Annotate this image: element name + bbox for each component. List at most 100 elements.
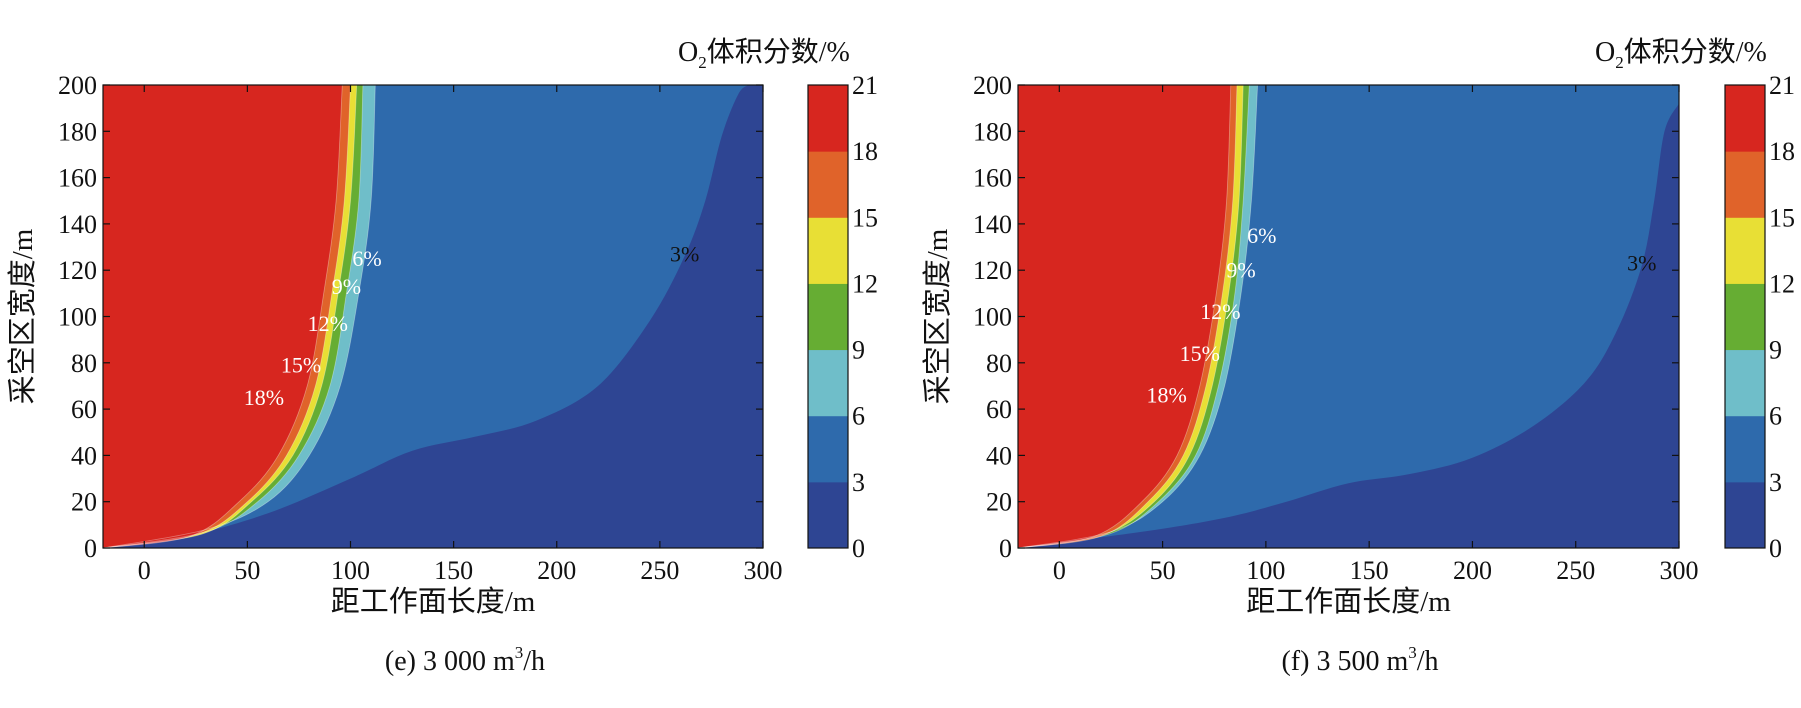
colorbar-tick-label: 3 <box>852 468 865 497</box>
colorbar-tick-label: 18 <box>852 137 878 166</box>
panel-caption: (f) 3 500 m3/h <box>1281 643 1438 677</box>
y-tick-label: 140 <box>973 210 1012 239</box>
y-tick-label: 40 <box>986 441 1012 470</box>
contour-label: 18% <box>1147 383 1187 408</box>
y-tick-label: 180 <box>973 117 1012 146</box>
contour-fill-area <box>103 85 763 548</box>
colorbar-swatch <box>1725 283 1765 351</box>
contour-panel-e: 18%15%12%9%6% 3%0 50 100 150 200 250 3000204060… <box>6 36 878 677</box>
colorbar-tick-label: 6 <box>852 402 865 431</box>
colorbar-swatch <box>808 349 848 417</box>
colorbar-tick-label: 9 <box>1769 336 1782 365</box>
y-tick-label: 60 <box>71 395 97 424</box>
contour-line <box>1018 85 1258 548</box>
colorbar-swatch <box>808 151 848 218</box>
x-tick-label: 100 <box>331 556 370 585</box>
colorbar-tick-label: 0 <box>852 534 865 563</box>
contour-line <box>1018 85 1244 548</box>
x-tick-label: 200 <box>537 556 576 585</box>
contour-panel-f: 18%15%12%9%6%3%0 50 100 150 200 250 3000204060… <box>921 36 1795 677</box>
y-tick-label: 200 <box>58 71 97 100</box>
contour-line <box>103 85 364 548</box>
x-tick-label: 300 <box>1660 556 1699 585</box>
contour-label: 9% <box>1226 258 1255 283</box>
y-tick-label: 80 <box>986 349 1012 378</box>
band-18-21 <box>1018 85 1231 548</box>
contour-fill-area <box>1018 85 1679 548</box>
contour-label: 15% <box>281 352 321 377</box>
colorbar-title: O2体积分数/% <box>1595 36 1767 72</box>
colorbar-tick-label: 21 <box>852 71 878 100</box>
contour-label: 6% <box>1247 223 1276 248</box>
y-tick-label: 0 <box>84 534 97 563</box>
contour-label: 12% <box>308 311 348 336</box>
x-tick-label: 250 <box>640 556 679 585</box>
colorbar-swatch <box>1725 349 1765 417</box>
y-axis-title: 采空区宽度/m <box>6 228 39 404</box>
panel-caption: (e) 3 000 m3/h <box>385 643 545 677</box>
y-tick-label: 160 <box>973 164 1012 193</box>
colorbar-tick-label: 3 <box>1769 468 1782 497</box>
colorbar-swatch <box>808 85 848 152</box>
colorbar-tick-label: 6 <box>1769 402 1782 431</box>
contour-label: 18% <box>244 385 284 410</box>
x-tick-label: 300 <box>744 556 783 585</box>
colorbar-swatch <box>808 283 848 351</box>
colorbar-swatch <box>808 415 848 483</box>
contour-line <box>103 85 351 548</box>
colorbar-tick-label: 15 <box>1769 203 1795 232</box>
contour-line <box>103 85 343 548</box>
colorbar-swatch <box>1725 217 1765 284</box>
colorbar-tick-label: 18 <box>1769 137 1795 166</box>
x-tick-label: 0 <box>1053 556 1066 585</box>
colorbar-title: O2体积分数/% <box>678 36 850 72</box>
y-tick-label: 140 <box>58 210 97 239</box>
y-tick-label: 200 <box>973 71 1012 100</box>
x-tick-label: 250 <box>1556 556 1595 585</box>
colorbar-tick-label: 12 <box>852 269 878 298</box>
y-tick-label: 20 <box>71 488 97 517</box>
colorbar-frame <box>807 84 849 549</box>
contour-label: 12% <box>1200 299 1240 324</box>
colorbar-swatch <box>1725 415 1765 483</box>
x-tick-label: 200 <box>1453 556 1492 585</box>
colorbar-tick-label: 12 <box>1769 269 1795 298</box>
contour-line <box>1018 85 1250 548</box>
contour-line <box>1018 85 1232 548</box>
y-tick-label: 40 <box>71 441 97 470</box>
y-tick-label: 120 <box>973 256 1012 285</box>
x-tick-label: 0 <box>138 556 151 585</box>
y-tick-label: 180 <box>58 117 97 146</box>
contour-label: 3% <box>1627 251 1656 276</box>
y-tick-label: 160 <box>58 164 97 193</box>
y-axis-title: 采空区宽度/m <box>921 228 954 404</box>
colorbar-swatch <box>808 217 848 284</box>
contour-label: 6% <box>352 246 381 271</box>
x-tick-label: 50 <box>1150 556 1176 585</box>
y-tick-label: 80 <box>71 349 97 378</box>
y-tick-label: 100 <box>58 303 97 332</box>
colorbar-frame <box>1724 84 1766 549</box>
contour-label: 9% <box>332 274 361 299</box>
colorbar-swatch <box>1725 85 1765 152</box>
x-axis-title: 距工作面长度/m <box>1246 585 1451 618</box>
colorbar-tick-label: 21 <box>1769 71 1795 100</box>
y-tick-label: 20 <box>986 488 1012 517</box>
y-tick-label: 120 <box>58 256 97 285</box>
colorbar-tick-label: 9 <box>852 336 865 365</box>
x-axis-title: 距工作面长度/m <box>331 585 536 618</box>
x-tick-label: 50 <box>234 556 260 585</box>
y-tick-label: 60 <box>986 395 1012 424</box>
contour-line <box>1018 85 1238 548</box>
x-tick-label: 150 <box>434 556 473 585</box>
colorbar-swatch <box>1725 481 1765 549</box>
y-tick-label: 0 <box>999 534 1012 563</box>
colorbar-tick-label: 0 <box>1769 534 1782 563</box>
contour-label: 15% <box>1180 341 1220 366</box>
x-tick-label: 100 <box>1246 556 1285 585</box>
colorbar-swatch <box>1725 151 1765 218</box>
x-tick-label: 150 <box>1350 556 1389 585</box>
band-18-21 <box>103 85 343 548</box>
colorbar-tick-label: 15 <box>852 203 878 232</box>
